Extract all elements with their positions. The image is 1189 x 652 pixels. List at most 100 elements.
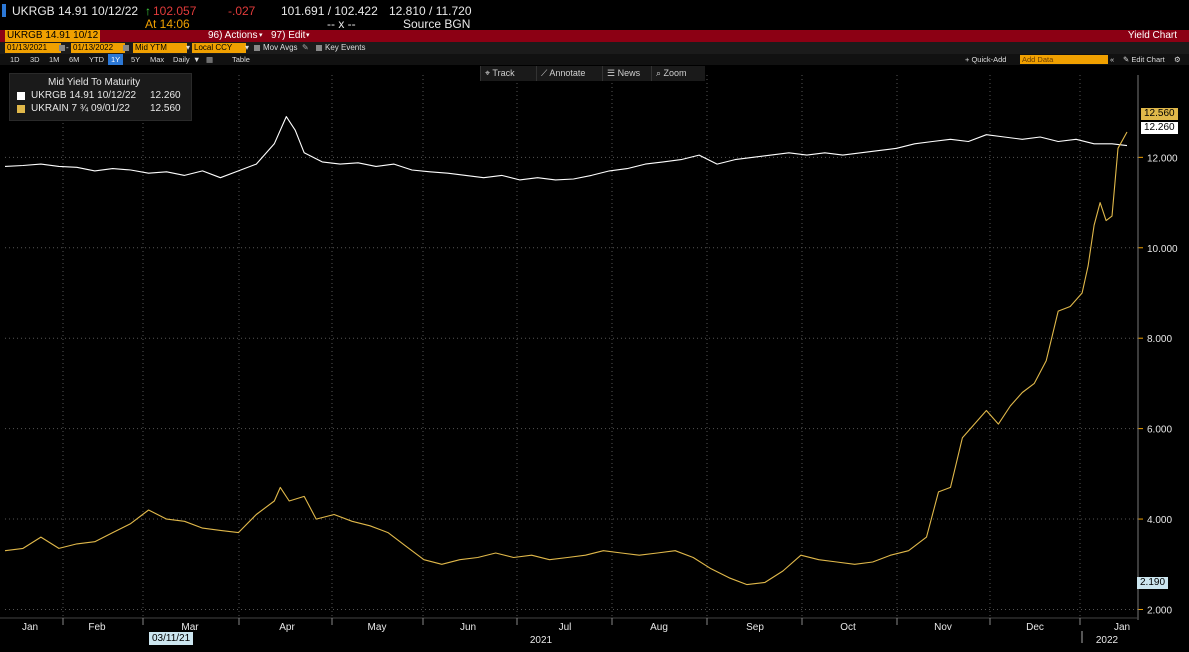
range-1d[interactable]: 1D: [10, 55, 20, 64]
range-max[interactable]: Max: [150, 55, 165, 64]
action-bar: 96) Actions ▾ 97) Edit ▾ Yield Chart: [0, 30, 1189, 42]
legend-series-1[interactable]: UKRGB 14.91 10/12/22: [31, 90, 137, 101]
start-date-field[interactable]: 01/13/2021: [5, 43, 61, 53]
range-row: 1D 3D 1M 6M YTD 1Y 5Y Max Daily ▼ ▦ Tabl…: [0, 54, 1189, 65]
options-row: 01/13/2021 - 01/13/2022 Mid YTM ▾ Local …: [0, 42, 1189, 54]
x-tick-label: Jan: [22, 622, 38, 633]
news-label: News: [617, 68, 641, 78]
legend-series-2[interactable]: UKRAIN 7 ¾ 09/01/22: [31, 103, 130, 114]
dropdown-icon[interactable]: ▾: [245, 43, 250, 52]
pricing-source: Source BGN: [403, 17, 471, 31]
security-marker: [2, 4, 6, 17]
x-tick-label: Feb: [88, 622, 106, 633]
x-tick-label: Nov: [934, 622, 952, 633]
yield-chart[interactable]: 2.000 4.000 6.000 8.000 10.000 12.000 Jan Feb M…: [0, 65, 1189, 652]
track-button[interactable]: ⌖ Track: [480, 66, 536, 81]
last-price: 102.057: [153, 4, 197, 18]
frequency-dropdown-icon[interactable]: ▼: [193, 55, 201, 64]
range-1m[interactable]: 1M: [49, 55, 60, 64]
bid-ask-size: -- x --: [327, 17, 356, 31]
zoom-button[interactable]: ⌕ Zoom: [651, 66, 705, 81]
y-tick-label: 10.000: [1147, 244, 1178, 255]
collapse-icon[interactable]: «: [1110, 55, 1115, 64]
low-marker-value: 2.190: [1137, 577, 1169, 589]
security-name[interactable]: UKRGB 14.91 10/12/22: [12, 4, 139, 18]
year-label: 2021: [530, 635, 553, 646]
last-time: At 14:06: [145, 17, 190, 31]
add-data-field[interactable]: Add Data: [1020, 55, 1108, 64]
chart-grid: [5, 75, 1138, 618]
ticker-bar: UKRGB 14.91 10/12/22 ↑ 102.057 At 14:06 …: [0, 0, 1189, 31]
frequency-selector[interactable]: Daily: [173, 55, 190, 64]
x-tick-label: Sep: [746, 622, 764, 633]
yield-range: 12.810 / 11.720: [389, 4, 472, 18]
y-axis: 2.000 4.000 6.000 8.000 10.000 12.000: [1137, 75, 1178, 620]
x-tick-label: Jun: [460, 622, 476, 633]
edit-chart-label: Edit Chart: [1131, 55, 1165, 64]
range-1y[interactable]: 1Y: [108, 54, 124, 65]
range-5y[interactable]: 5Y: [131, 55, 141, 64]
field-selector[interactable]: Mid YTM: [133, 43, 187, 53]
security-field[interactable]: UKRGB 14.91 10/12: [5, 30, 101, 42]
mov-avgs-label[interactable]: Mov Avgs: [263, 43, 298, 52]
x-tick-label: Oct: [840, 622, 856, 633]
table-button[interactable]: Table: [232, 55, 250, 64]
crosshair-date: 03/11/21: [149, 632, 194, 645]
x-tick-label: Jul: [559, 622, 572, 633]
legend-title: Mid Yield To Maturity: [48, 77, 141, 88]
annotate-button[interactable]: ⟋ Annotate: [536, 66, 602, 81]
range-6m[interactable]: 6M: [69, 55, 80, 64]
y-tick-label: 6.000: [1147, 425, 1172, 436]
series-line-1: [4, 116, 1128, 181]
annotate-label: Annotate: [549, 68, 586, 78]
edit-menu[interactable]: 97) Edit: [271, 30, 306, 41]
price-change: -.027: [228, 4, 256, 18]
function-title: Yield Chart: [1127, 30, 1177, 41]
news-button[interactable]: ☰ News: [602, 66, 651, 81]
up-arrow-icon: ↑: [145, 4, 151, 18]
edit-chart-button[interactable]: ✎ Edit Chart: [1123, 55, 1165, 64]
quick-add-button[interactable]: + Quick-Add: [965, 55, 1007, 64]
last-value-gold: 12.560: [1141, 108, 1178, 120]
x-axis: Jan Feb Mar Apr May Jun Jul Aug Sep Oct Nov Dec Jan 2…: [0, 617, 1138, 646]
dropdown-icon[interactable]: ▾: [186, 43, 191, 52]
pencil-icon[interactable]: ✎: [302, 43, 309, 52]
calendar-icon[interactable]: [123, 45, 129, 51]
legend-value-1: 12.260: [150, 90, 181, 101]
actions-dropdown-icon[interactable]: ▾: [259, 32, 263, 39]
range-ytd[interactable]: YTD: [89, 55, 104, 64]
legend-swatch-white: [17, 92, 25, 100]
y-tick-label: 2.000: [1147, 605, 1172, 616]
series-line-2: [4, 131, 1128, 586]
mov-avgs-checkbox[interactable]: [254, 45, 260, 51]
key-events-label[interactable]: Key Events: [325, 43, 366, 52]
range-3d[interactable]: 3D: [30, 55, 40, 64]
gear-icon[interactable]: ⚙: [1174, 55, 1181, 64]
zoom-label: Zoom: [663, 68, 687, 78]
legend-value-2: 12.560: [150, 103, 181, 114]
y-tick-label: 4.000: [1147, 515, 1172, 526]
legend-swatch-gold: [17, 105, 25, 113]
x-tick-label: Dec: [1026, 622, 1044, 633]
actions-menu[interactable]: 96) Actions: [208, 30, 258, 41]
last-value-white: 12.260: [1141, 122, 1178, 134]
currency-selector[interactable]: Local CCY: [192, 43, 246, 53]
bid-ask: 101.691 / 102.422: [281, 4, 378, 18]
year-label: 2022: [1096, 635, 1119, 646]
x-tick-label: Apr: [279, 622, 295, 633]
track-label: Track: [492, 68, 515, 78]
x-tick-label: Aug: [650, 622, 668, 633]
y-tick-label: 12.000: [1147, 153, 1178, 164]
end-date-field[interactable]: 01/13/2022: [71, 43, 125, 53]
x-tick-label: Jan: [1114, 622, 1130, 633]
calendar-icon[interactable]: [59, 45, 65, 51]
chart-icon[interactable]: ▦: [206, 55, 214, 64]
key-events-checkbox[interactable]: [316, 45, 322, 51]
chart-series: [4, 116, 1128, 586]
quick-add-label: Quick-Add: [971, 55, 1007, 64]
edit-dropdown-icon[interactable]: ▾: [306, 32, 310, 39]
y-tick-label: 8.000: [1147, 334, 1172, 345]
chart-legend: Mid Yield To Maturity UKRGB 14.91 10/12/…: [9, 73, 192, 121]
x-tick-label: Mar: [181, 622, 199, 633]
x-tick-label: May: [368, 622, 387, 633]
